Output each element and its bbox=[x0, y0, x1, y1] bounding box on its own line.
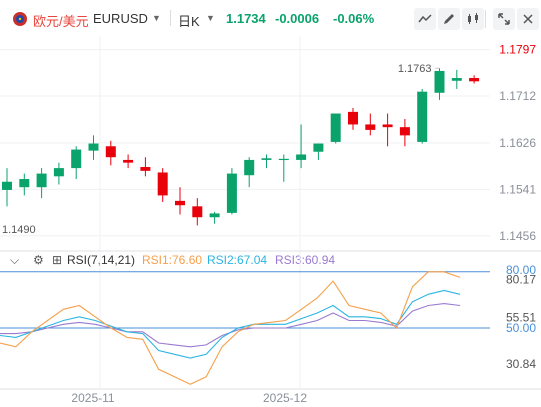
close-icon bbox=[523, 14, 533, 24]
candle-body bbox=[36, 173, 47, 188]
divider bbox=[485, 10, 486, 28]
pencil-icon bbox=[444, 14, 454, 24]
candle-body bbox=[313, 143, 324, 152]
candle-body bbox=[434, 70, 445, 93]
candle-body bbox=[192, 206, 203, 218]
chevron-down-icon[interactable]: ▼ bbox=[206, 13, 215, 23]
candle-body bbox=[278, 158, 289, 161]
collapse-icon[interactable]: ⌵ bbox=[10, 253, 20, 267]
grid-lines bbox=[0, 36, 541, 388]
high-price-label: 1.1763 bbox=[398, 63, 432, 75]
candle-body bbox=[244, 159, 255, 176]
rsi3-line bbox=[0, 303, 461, 348]
candle-body bbox=[469, 78, 480, 82]
rsi2-line bbox=[0, 289, 461, 359]
candlestick-icon bbox=[468, 13, 478, 24]
candle-body bbox=[2, 181, 12, 190]
candle-body bbox=[71, 149, 82, 169]
candle-body bbox=[105, 146, 116, 158]
x-tick-label: 2025-12 bbox=[263, 391, 307, 405]
candle-body bbox=[53, 168, 64, 177]
price-change-percent: -0.06% bbox=[333, 11, 375, 26]
candle-body bbox=[365, 124, 376, 130]
price-tick-label: 1.1456 bbox=[499, 229, 536, 243]
price-tick-label: 1.1626 bbox=[499, 136, 536, 150]
candle-body bbox=[417, 91, 428, 142]
rsi-tick-label: 80.00 bbox=[506, 263, 536, 277]
candles: 1.1763 1.1490 bbox=[2, 63, 480, 236]
rsi1-line bbox=[0, 271, 461, 385]
interval-selector[interactable]: 日K bbox=[178, 14, 200, 29]
candle-body bbox=[88, 143, 99, 151]
chart-type-button[interactable] bbox=[462, 8, 484, 30]
pair-code[interactable]: EURUSD bbox=[93, 11, 148, 26]
price-tick-label: 1.1797 bbox=[499, 43, 536, 57]
fullscreen-button[interactable] bbox=[493, 8, 515, 30]
time-axis: 2025-11 2025-12 bbox=[0, 388, 541, 405]
indicator-button[interactable] bbox=[414, 8, 436, 30]
close-button[interactable] bbox=[517, 8, 539, 30]
low-price-label: 1.1490 bbox=[2, 224, 36, 236]
candle-body bbox=[330, 113, 341, 142]
rsi-legend: ⌵ ⚙ ⊞ RSI(7,14,21) RSI1:76.60 RSI2:67.04… bbox=[0, 251, 541, 269]
price-tick-label: 1.1541 bbox=[499, 182, 536, 196]
candle-body bbox=[382, 124, 393, 128]
rsi1-value: RSI1:76.60 bbox=[142, 253, 203, 267]
candle-body bbox=[261, 158, 272, 160]
pair-name[interactable]: 欧元/美元 bbox=[33, 14, 89, 29]
candle-body bbox=[226, 173, 237, 213]
candle-body bbox=[123, 159, 134, 163]
settings-icon[interactable]: ⚙ bbox=[33, 253, 44, 267]
divider bbox=[170, 10, 171, 26]
header-bar: 欧元/美元 EURUSD ▼ 日K ▼ 1.1734 -0.0006 -0.06… bbox=[0, 0, 541, 36]
chevron-down-icon[interactable]: ▼ bbox=[152, 13, 161, 23]
rsi-tick-label: 50.00 bbox=[506, 321, 536, 335]
price-change: -0.0006 bbox=[275, 11, 320, 26]
candle-body bbox=[399, 127, 410, 136]
rsi-title: RSI(7,14,21) bbox=[67, 253, 136, 267]
rsi-tick-label: 80.17 bbox=[506, 272, 536, 286]
chart-line-icon bbox=[418, 14, 432, 23]
last-price: 1.1734 bbox=[226, 11, 266, 26]
expand-icon bbox=[498, 13, 510, 25]
candle-body bbox=[140, 167, 151, 171]
rsi2-value: RSI2:67.04 bbox=[207, 253, 268, 267]
x-tick-label: 2025-11 bbox=[71, 391, 114, 405]
candle-body bbox=[348, 111, 358, 125]
candle-body bbox=[209, 213, 220, 218]
rsi3-value: RSI3:60.94 bbox=[275, 253, 336, 267]
candle-body bbox=[296, 154, 307, 160]
candle-body bbox=[451, 78, 462, 81]
candle-body bbox=[157, 172, 168, 196]
price-axis: 1.1797 1.1712 1.1626 1.1541 1.1456 bbox=[499, 43, 536, 243]
add-icon[interactable]: ⊞ bbox=[52, 253, 63, 267]
rsi-tick-label: 55.51 bbox=[506, 311, 536, 325]
rsi-tick-label: 30.84 bbox=[506, 357, 536, 371]
draw-button[interactable] bbox=[438, 8, 460, 30]
candle-body bbox=[19, 179, 30, 188]
candle-body bbox=[175, 200, 185, 206]
eu-flag-icon bbox=[13, 12, 27, 26]
price-tick-label: 1.1712 bbox=[499, 89, 536, 103]
